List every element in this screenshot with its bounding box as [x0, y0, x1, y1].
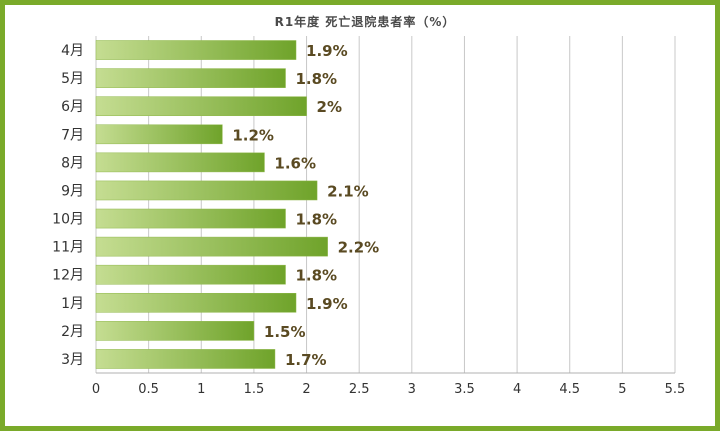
data-label: 1.8%	[295, 70, 337, 88]
x-tick-label: 4.5	[559, 382, 580, 397]
category-label: 4月	[61, 43, 84, 59]
data-label: 1.9%	[306, 42, 348, 60]
category-label: 9月	[61, 183, 84, 199]
x-tick-label: 1	[197, 382, 205, 397]
bar	[96, 181, 317, 200]
x-tick-label: 2.5	[349, 382, 370, 397]
bar	[96, 293, 296, 312]
data-label: 1.2%	[232, 126, 274, 144]
bar	[96, 321, 254, 340]
data-label: 2%	[317, 98, 342, 116]
bar	[96, 237, 328, 256]
bar	[96, 40, 296, 59]
category-label: 12月	[52, 268, 84, 284]
category-label: 3月	[61, 352, 84, 368]
data-label: 1.8%	[295, 267, 337, 285]
data-label: 1.7%	[285, 351, 327, 369]
bar	[96, 97, 307, 116]
data-label: 1.9%	[306, 295, 348, 313]
data-label: 2.2%	[338, 239, 380, 257]
category-label: 7月	[61, 127, 84, 143]
data-label: 1.5%	[264, 323, 306, 341]
bar	[96, 69, 285, 88]
x-tick-label: 4	[513, 382, 521, 397]
category-label: 11月	[52, 240, 84, 256]
x-tick-label: 0.5	[138, 382, 159, 397]
bar	[96, 349, 275, 368]
category-label: 10月	[52, 212, 84, 228]
x-tick-label: 5	[618, 382, 626, 397]
x-tick-label: 0	[92, 382, 100, 397]
category-label: 6月	[61, 99, 84, 115]
bar	[96, 265, 285, 284]
bar	[96, 209, 285, 228]
data-label: 1.6%	[274, 154, 316, 172]
category-label: 5月	[61, 71, 84, 87]
bar	[96, 125, 222, 144]
data-label: 1.8%	[295, 211, 337, 229]
category-label: 8月	[61, 155, 84, 171]
category-label: 2月	[61, 324, 84, 340]
category-label: 1月	[61, 296, 84, 312]
x-tick-label: 3.5	[454, 382, 475, 397]
x-tick-label: 3	[408, 382, 416, 397]
x-tick-label: 2	[302, 382, 310, 397]
data-label: 2.1%	[327, 182, 369, 200]
x-tick-label: 5.5	[665, 382, 686, 397]
bar	[96, 153, 264, 172]
bars	[96, 40, 328, 368]
x-tick-label: 1.5	[244, 382, 265, 397]
